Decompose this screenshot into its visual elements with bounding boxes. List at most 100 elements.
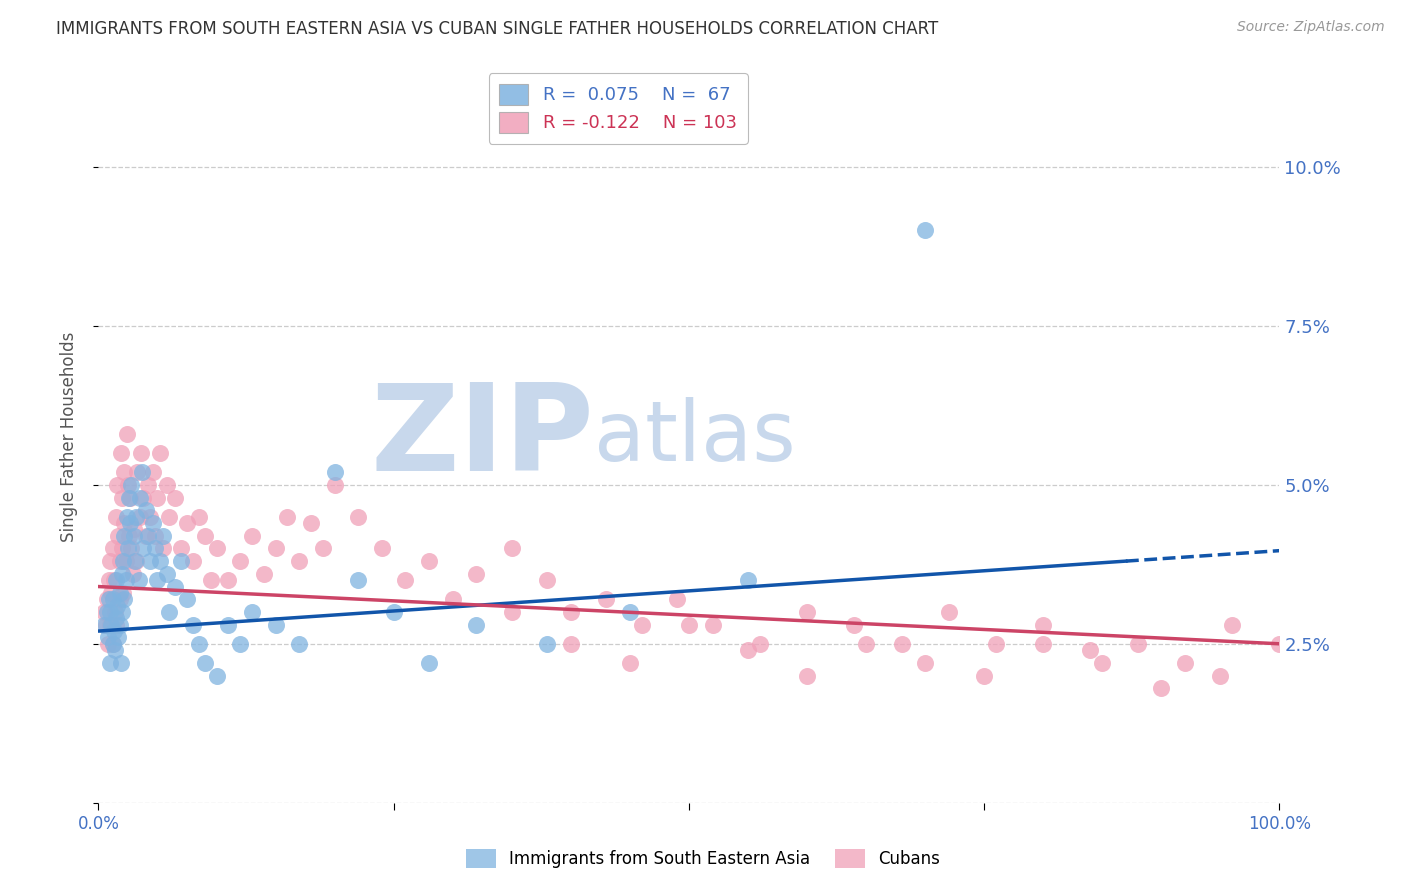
Point <box>152 541 174 556</box>
Point <box>105 617 128 632</box>
Point <box>149 554 172 568</box>
Point <box>121 477 143 491</box>
Point <box>98 656 121 670</box>
Point <box>125 554 148 568</box>
Point <box>117 477 139 491</box>
Point <box>104 643 127 657</box>
Point <box>217 573 239 587</box>
Point <box>382 605 405 619</box>
Point <box>105 477 128 491</box>
Point <box>98 554 121 568</box>
Y-axis label: Single Father Households: Single Father Households <box>59 332 77 542</box>
Point <box>796 605 818 619</box>
Point <box>288 554 311 568</box>
Point <box>108 617 131 632</box>
Legend: Immigrants from South Eastern Asia, Cubans: Immigrants from South Eastern Asia, Cuba… <box>458 843 948 875</box>
Point <box>146 491 169 505</box>
Point <box>264 617 287 632</box>
Point <box>101 637 124 651</box>
Point <box>139 554 162 568</box>
Point <box>418 554 440 568</box>
Point <box>619 656 641 670</box>
Point <box>98 573 121 587</box>
Point <box>737 643 759 657</box>
Point <box>142 465 165 479</box>
Point <box>98 605 121 619</box>
Point <box>501 541 523 556</box>
Point <box>560 605 582 619</box>
Point <box>93 617 115 632</box>
Point <box>111 491 134 505</box>
Point <box>1091 656 1114 670</box>
Point <box>1032 637 1054 651</box>
Point <box>240 529 263 543</box>
Point <box>136 477 159 491</box>
Point <box>146 573 169 587</box>
Point <box>194 656 217 670</box>
Point <box>312 541 335 556</box>
Point <box>118 529 141 543</box>
Point <box>323 477 346 491</box>
Point <box>143 529 166 543</box>
Point <box>187 509 209 524</box>
Point <box>288 637 311 651</box>
Point <box>181 554 204 568</box>
Point <box>264 541 287 556</box>
Point <box>165 491 187 505</box>
Point <box>111 566 134 581</box>
Point <box>108 592 131 607</box>
Point <box>98 592 121 607</box>
Point <box>170 541 193 556</box>
Point <box>115 509 138 524</box>
Point <box>132 541 155 556</box>
Point <box>120 516 142 530</box>
Point <box>149 446 172 460</box>
Point <box>114 554 136 568</box>
Point <box>205 668 228 682</box>
Point <box>465 566 488 581</box>
Point <box>94 617 117 632</box>
Point <box>678 617 700 632</box>
Point <box>108 554 131 568</box>
Point <box>181 617 204 632</box>
Point <box>122 522 145 536</box>
Point <box>176 592 198 607</box>
Point <box>240 605 263 619</box>
Point <box>973 668 995 682</box>
Point <box>100 586 122 600</box>
Point <box>702 617 724 632</box>
Point <box>737 573 759 587</box>
Point <box>104 605 127 619</box>
Point <box>1174 656 1197 670</box>
Text: Source: ZipAtlas.com: Source: ZipAtlas.com <box>1237 20 1385 34</box>
Point <box>100 617 122 632</box>
Point <box>111 605 134 619</box>
Point <box>200 573 222 587</box>
Point <box>103 573 125 587</box>
Point <box>105 599 128 613</box>
Point <box>101 592 124 607</box>
Point <box>156 477 179 491</box>
Point <box>112 529 135 543</box>
Point <box>108 586 131 600</box>
Point <box>560 637 582 651</box>
Point <box>595 592 617 607</box>
Point <box>117 541 139 556</box>
Point <box>855 637 877 651</box>
Point <box>157 509 180 524</box>
Point <box>125 509 148 524</box>
Point <box>914 656 936 670</box>
Point <box>152 529 174 543</box>
Point <box>112 516 135 530</box>
Point <box>914 223 936 237</box>
Point <box>112 592 135 607</box>
Point <box>114 573 136 587</box>
Point <box>229 554 252 568</box>
Point <box>120 491 142 505</box>
Point <box>1080 643 1102 657</box>
Point <box>122 529 145 543</box>
Point <box>98 617 121 632</box>
Point <box>156 566 179 581</box>
Point <box>112 554 135 568</box>
Point <box>748 637 770 651</box>
